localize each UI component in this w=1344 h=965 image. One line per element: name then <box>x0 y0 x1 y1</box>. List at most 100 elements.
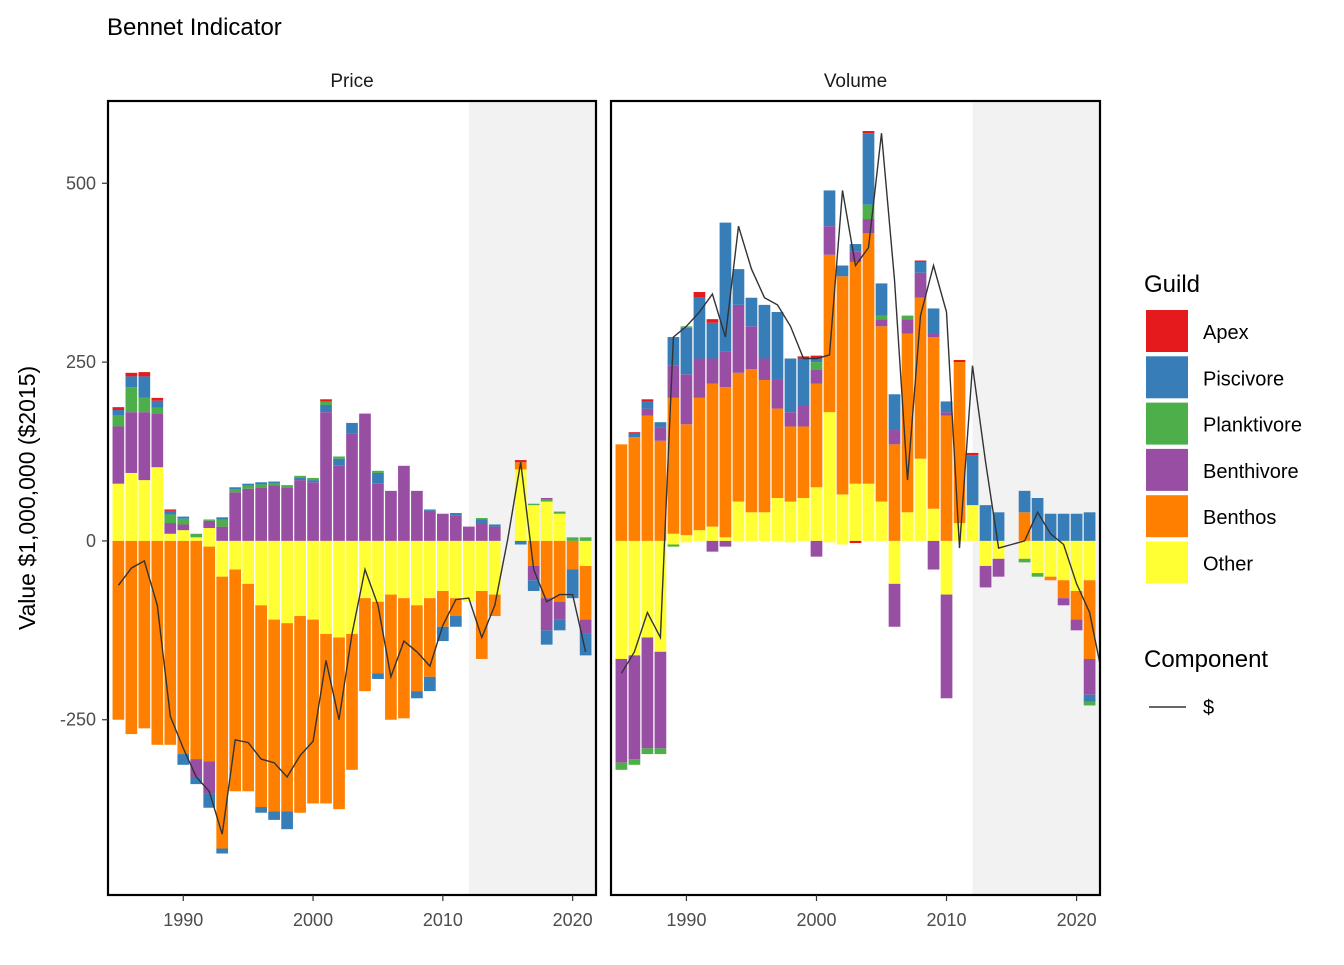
bar-benthivore-2001 <box>823 226 836 255</box>
bar-piscivore-2009 <box>927 308 940 334</box>
bar-benthos-1992 <box>203 546 216 762</box>
bar-planktivore-1999 <box>294 475 306 478</box>
bar-benthivore-1990 <box>680 374 693 425</box>
bar-other-2011 <box>953 523 966 541</box>
bar-planktivore-2019 <box>553 511 566 514</box>
bar-other-2002 <box>836 540 849 545</box>
bar-benthivore-2020 <box>1070 619 1083 631</box>
bar-other-1996 <box>758 512 771 541</box>
bar-apex-2012 <box>966 452 979 456</box>
bar-other-1986 <box>125 472 138 541</box>
bar-planktivore-1991 <box>190 533 203 538</box>
bar-benthivore-2007 <box>901 319 914 334</box>
bar-piscivore-2017 <box>1031 498 1044 541</box>
x-tick-label: 2010 <box>927 910 967 930</box>
bar-benthivore-2011 <box>449 515 462 541</box>
bar-other-1990 <box>680 535 693 541</box>
bar-benthos-1994 <box>229 569 242 792</box>
bar-benthivore-2012 <box>462 526 475 541</box>
bar-piscivore-1995 <box>745 297 758 327</box>
bar-benthos-2001 <box>823 254 836 413</box>
bar-apex-2000 <box>810 355 823 359</box>
bar-benthivore-2003 <box>849 251 862 262</box>
bar-other-2017 <box>527 505 540 541</box>
bar-planktivore-2016 <box>1018 558 1031 563</box>
bar-benthivore-1995 <box>242 488 255 541</box>
bar-benthos-2011 <box>953 362 966 524</box>
legend: Guild Apex Piscivore Planktivore Benthivore B… <box>1144 271 1302 719</box>
bar-other-2008 <box>914 458 927 541</box>
bar-piscivore-1997 <box>268 481 280 483</box>
bar-benthos-2005 <box>875 326 888 502</box>
bar-benthivore-2006 <box>888 430 901 445</box>
bar-benthivore-1994 <box>229 492 242 541</box>
bar-benthivore-1986 <box>125 412 138 473</box>
bar-benthivore-1992 <box>706 358 719 384</box>
bar-benthos-1995 <box>242 583 255 792</box>
bar-benthos-2010 <box>940 415 953 541</box>
bar-other-2001 <box>823 412 836 541</box>
bar-benthivore-2005 <box>875 319 888 327</box>
bar-benthivore-1991 <box>693 358 706 398</box>
bar-benthos-1998 <box>281 623 293 812</box>
bar-benthos-2000 <box>810 383 823 488</box>
bar-other-2010 <box>437 540 449 591</box>
bar-other-2008 <box>411 540 423 606</box>
line-dollar-volume <box>620 133 1100 674</box>
bar-piscivore-1999 <box>294 477 306 481</box>
y-tick-label: -250 <box>60 710 96 730</box>
bar-benthivore-2018 <box>540 498 553 500</box>
bar-piscivore-1991 <box>693 297 706 359</box>
bar-benthos-1991 <box>693 397 706 531</box>
bar-other-2003 <box>346 540 358 634</box>
x-tick-label: 1990 <box>666 910 706 930</box>
bar-benthos-2006 <box>888 444 901 541</box>
bar-planktivore-1992 <box>203 519 216 521</box>
bar-benthivore-2008 <box>411 490 423 541</box>
bar-planktivore-1985 <box>112 415 125 427</box>
bar-benthivore-2008 <box>914 272 927 298</box>
bar-apex-1991 <box>693 291 706 298</box>
bar-other-1992 <box>203 528 216 541</box>
bar-piscivore-2011 <box>449 513 462 516</box>
bar-other-1989 <box>667 533 680 541</box>
bar-benthos-1992 <box>706 383 719 527</box>
bar-benthivore-1988 <box>654 651 667 749</box>
bar-benthivore-2003 <box>346 433 358 541</box>
bar-other-2006 <box>888 540 901 584</box>
x-tick-label: 1990 <box>163 910 203 930</box>
bar-other-2011 <box>449 540 462 599</box>
bar-benthos-1999 <box>797 426 810 498</box>
bar-other-1995 <box>745 512 758 541</box>
bar-other-2007 <box>398 540 410 599</box>
bar-benthos-1987 <box>138 540 151 729</box>
bar-benthos-1993 <box>719 387 732 538</box>
bar-benthivore-1998 <box>281 487 293 541</box>
bar-planktivore-1997 <box>268 482 280 486</box>
bar-planktivore-1985 <box>615 762 628 770</box>
bar-benthos-2019 <box>1057 580 1070 599</box>
bar-benthivore-1993 <box>719 540 732 547</box>
bar-benthivore-1997 <box>268 485 280 541</box>
bar-piscivore-2020 <box>1070 513 1083 541</box>
bar-other-2007 <box>901 512 914 541</box>
y-tick-label: 500 <box>66 173 96 193</box>
bar-piscivore-1988 <box>151 400 164 408</box>
bar-benthivore-2005 <box>372 483 384 541</box>
bar-other-2001 <box>320 540 332 634</box>
legend-title-component: Component <box>1144 646 1268 673</box>
bar-benthos-2021 <box>1083 580 1096 659</box>
bar-planktivore-1994 <box>229 489 242 493</box>
bar-benthos-1987 <box>641 415 654 541</box>
legend-label-other: Other <box>1203 554 1253 576</box>
bar-piscivore-1990 <box>680 327 693 375</box>
bar-benthos-1994 <box>732 372 745 502</box>
bar-planktivore-1986 <box>628 759 641 765</box>
bar-benthivore-1987 <box>641 637 654 749</box>
bar-piscivore-1997 <box>771 312 784 380</box>
bar-planktivore-2013 <box>475 518 488 520</box>
facet-panels: Price 1990 2000 2010 2020 -250 0 250 500 Volume 19… <box>60 71 1102 930</box>
bar-benthivore-1998 <box>784 412 797 427</box>
bar-other-2016 <box>1018 540 1031 559</box>
